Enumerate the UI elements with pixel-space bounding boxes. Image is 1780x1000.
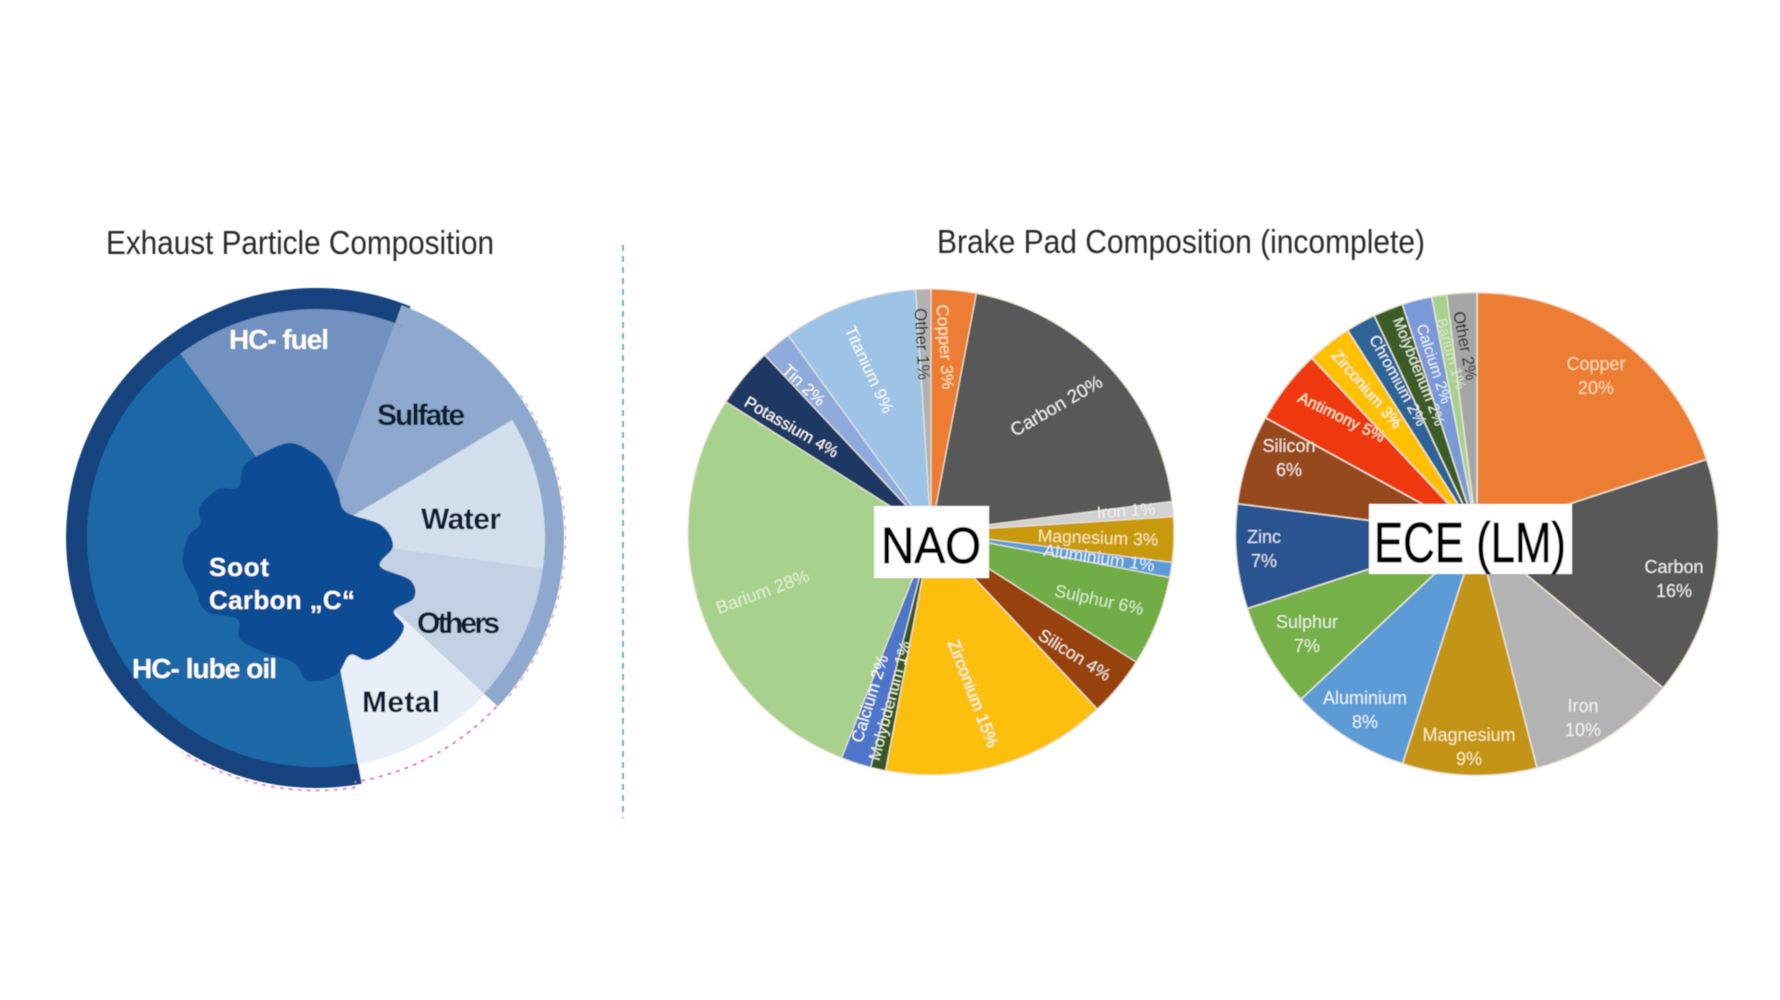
svg-text:Magnesium 3%: Magnesium 3% bbox=[1037, 526, 1158, 550]
svg-text:Iron: Iron bbox=[1567, 696, 1598, 716]
svg-text:9%: 9% bbox=[1456, 749, 1482, 769]
svg-text:8%: 8% bbox=[1352, 712, 1378, 732]
svg-text:Sulphur: Sulphur bbox=[1276, 612, 1338, 632]
svg-text:Aluminium: Aluminium bbox=[1323, 688, 1407, 708]
svg-text:Water: Water bbox=[421, 503, 501, 536]
svg-text:Zinc: Zinc bbox=[1247, 527, 1281, 547]
svg-text:Metal: Metal bbox=[362, 686, 440, 719]
svg-text:7%: 7% bbox=[1294, 636, 1320, 656]
svg-text:10%: 10% bbox=[1565, 720, 1601, 740]
svg-text:6%: 6% bbox=[1276, 460, 1302, 480]
svg-text:Iron 1%: Iron 1% bbox=[1096, 499, 1156, 522]
svg-text:Carbon: Carbon bbox=[1644, 557, 1703, 577]
svg-text:Brake Pad Composition (incompl: Brake Pad Composition (incomplete) bbox=[937, 223, 1425, 260]
svg-text:Carbon „C“: Carbon „C“ bbox=[209, 585, 355, 615]
svg-text:HC- lube oil: HC- lube oil bbox=[132, 653, 277, 684]
svg-text:ECE (LM): ECE (LM) bbox=[1374, 511, 1566, 575]
svg-text:Exhaust Particle Composition: Exhaust Particle Composition bbox=[106, 224, 494, 261]
svg-text:Soot: Soot bbox=[209, 552, 269, 582]
svg-text:20%: 20% bbox=[1578, 378, 1614, 398]
svg-text:16%: 16% bbox=[1656, 581, 1692, 601]
svg-text:7%: 7% bbox=[1251, 551, 1277, 571]
svg-text:NAO: NAO bbox=[881, 517, 981, 574]
svg-text:Magnesium: Magnesium bbox=[1422, 725, 1515, 745]
svg-text:Copper: Copper bbox=[1566, 354, 1625, 374]
svg-text:HC- fuel: HC- fuel bbox=[229, 324, 329, 355]
svg-text:Other 1%: Other 1% bbox=[911, 308, 934, 381]
svg-text:Silicon: Silicon bbox=[1262, 436, 1315, 456]
svg-text:Others: Others bbox=[417, 607, 500, 640]
svg-text:Sulfate: Sulfate bbox=[377, 399, 465, 432]
